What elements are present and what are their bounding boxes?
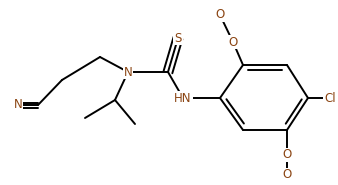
Text: HN: HN (174, 92, 192, 105)
Text: N: N (124, 65, 132, 78)
Text: S: S (174, 31, 182, 45)
Text: O: O (228, 36, 238, 48)
Text: O: O (282, 149, 292, 162)
Text: Cl: Cl (324, 92, 336, 105)
Text: N: N (14, 98, 22, 112)
Text: O: O (282, 169, 292, 181)
Text: O: O (215, 9, 225, 21)
